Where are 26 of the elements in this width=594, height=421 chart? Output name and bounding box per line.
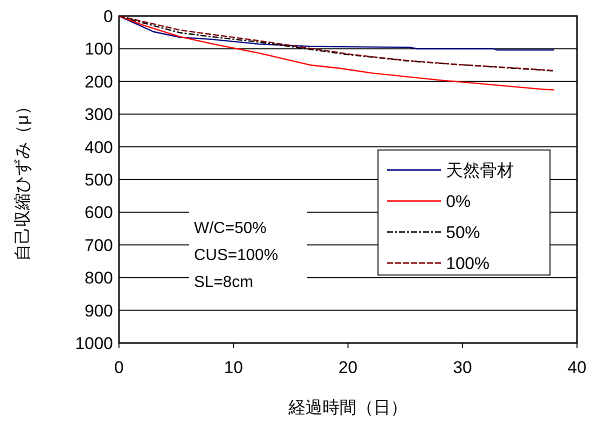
y-axis-title: 自己収縮ひずみ（μ） xyxy=(13,98,32,261)
legend-label: 50% xyxy=(446,222,480,242)
y-tick-label: 300 xyxy=(84,105,113,124)
y-tick-label: 700 xyxy=(84,236,113,255)
x-axis-title: 経過時間（日） xyxy=(288,398,408,417)
y-tick-label: 500 xyxy=(84,170,113,190)
annotation: CUS=100% xyxy=(194,247,278,264)
y-tick-label: 100 xyxy=(84,40,113,59)
x-tick-label: 30 xyxy=(453,358,472,377)
x-tick-label: 10 xyxy=(224,358,243,377)
y-tick-label: 1000 xyxy=(75,334,113,353)
y-tick-label: 600 xyxy=(84,203,113,222)
line-series xyxy=(118,15,555,91)
annotation: W/C=50% xyxy=(194,220,266,237)
x-tick-label: 40 xyxy=(568,358,586,377)
legend-label: 天然骨材 xyxy=(446,160,514,180)
x-tick-label: 20 xyxy=(338,358,358,377)
y-tick-label: 200 xyxy=(84,72,113,92)
y-tick-label: 400 xyxy=(84,138,113,157)
y-tick-label: 0 xyxy=(104,6,113,26)
line-series xyxy=(118,15,555,51)
legend-label: 100% xyxy=(446,254,490,273)
y-tick-label: 800 xyxy=(84,268,113,288)
legend-label: 0% xyxy=(446,192,471,211)
annotation: SL=8cm xyxy=(194,274,254,291)
y-tick-label: 900 xyxy=(84,301,113,320)
